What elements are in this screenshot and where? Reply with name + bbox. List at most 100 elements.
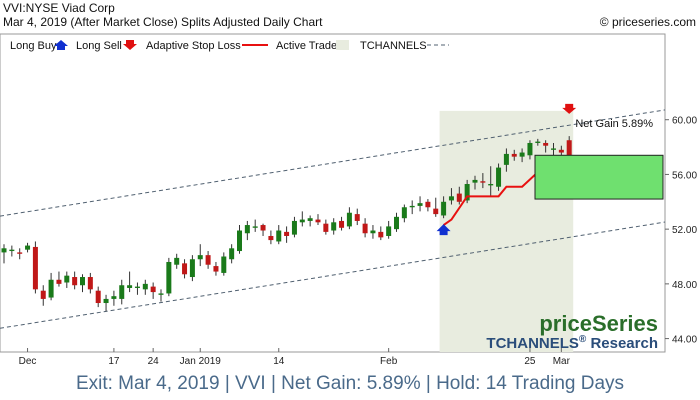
candle-body (244, 225, 250, 234)
candle (291, 216, 297, 238)
candle-body (80, 277, 85, 286)
candle-body (323, 223, 329, 232)
candle (87, 272, 93, 294)
candle-body (339, 220, 345, 228)
candle-body (433, 208, 439, 215)
candle (103, 294, 109, 312)
candle (260, 223, 266, 236)
candle-body (291, 220, 297, 235)
candle (32, 241, 38, 294)
candle (276, 225, 282, 245)
y-tick-label: 44.00 (672, 335, 697, 346)
candle (472, 175, 478, 190)
candle (237, 225, 242, 254)
candle-body (535, 141, 541, 143)
candle-body (417, 203, 423, 206)
candle-body (111, 296, 117, 299)
candle-body (64, 275, 70, 283)
candle-body (448, 196, 454, 201)
candle (558, 145, 564, 156)
legend-active-trade-swatch (336, 40, 349, 50)
candle-body (362, 223, 368, 234)
legend-adaptive-stop-label: Adaptive Stop Loss (146, 40, 241, 52)
candle (448, 188, 454, 205)
candle (127, 271, 133, 293)
candle (519, 148, 525, 163)
upper-channel-line (0, 109, 666, 217)
x-tick-label: 24 (148, 356, 160, 367)
candle-body (331, 222, 337, 231)
candle (56, 271, 62, 287)
candle-body (150, 286, 156, 293)
candle-body (252, 226, 258, 228)
legend-long-buy-label: Long Buy (10, 40, 57, 52)
candle-body (480, 181, 486, 183)
candle (72, 271, 78, 290)
candle-body (401, 207, 407, 219)
buy-arrow-shape (436, 224, 451, 236)
candle-body (527, 142, 533, 156)
candle-body (488, 184, 494, 186)
legend-buy-arrow-icon (54, 40, 68, 50)
candle (166, 257, 172, 297)
candle (299, 211, 305, 227)
candle-body (464, 184, 470, 201)
candle (315, 214, 321, 226)
candle (378, 226, 384, 241)
candle-body (25, 245, 31, 250)
candle (386, 220, 392, 239)
candle (370, 225, 376, 239)
candle (401, 204, 407, 223)
legend-sell-arrow-icon (123, 40, 137, 50)
sell-arrow-shape (562, 103, 577, 114)
candle-body (48, 279, 54, 298)
candle-body (72, 277, 78, 286)
candle (134, 282, 140, 295)
candle (354, 208, 360, 226)
candle (252, 219, 258, 232)
candle (48, 272, 54, 301)
candle (182, 259, 188, 279)
candle (339, 216, 345, 231)
candle (25, 242, 31, 253)
candle (551, 142, 556, 157)
candle-body (119, 285, 125, 299)
candle (527, 140, 533, 160)
candle-body (299, 219, 305, 223)
candle (40, 285, 46, 306)
candle-body (158, 293, 164, 295)
candle-body (511, 153, 517, 157)
net-gain-label: Net Gain 5.89% (575, 118, 653, 130)
candle (425, 199, 431, 212)
x-tick-label: 14 (273, 356, 285, 367)
candle-body (566, 140, 572, 157)
candles-group (1, 136, 572, 312)
candle (111, 290, 117, 306)
candle (409, 200, 415, 215)
candle (9, 245, 15, 257)
candle (80, 274, 85, 293)
candle (268, 230, 274, 245)
candle-body (213, 266, 219, 272)
trade-summary-footer: Exit: Mar 4, 2019 | VVI | Net Gain: 5.89… (75, 373, 625, 394)
long-sell-arrow (562, 103, 577, 114)
candle (503, 148, 509, 172)
candle-body (103, 298, 109, 304)
candle (433, 197, 439, 217)
brand-tchannels: TCHANNELS (486, 335, 579, 352)
y-tick-label: 60.00 (672, 116, 697, 127)
candle-body (56, 279, 62, 284)
candle-body (284, 231, 290, 236)
lower-channel-line (0, 221, 666, 329)
candle (417, 196, 423, 212)
copyright-text: © priceseries.com (599, 15, 696, 29)
candle-body (268, 235, 274, 241)
y-tick-label: 56.00 (672, 170, 697, 181)
candle-body (378, 231, 384, 238)
candle-body (95, 290, 101, 304)
candle (307, 215, 313, 227)
candle (511, 149, 517, 161)
candle-body (237, 230, 242, 252)
candle-body (519, 152, 525, 157)
